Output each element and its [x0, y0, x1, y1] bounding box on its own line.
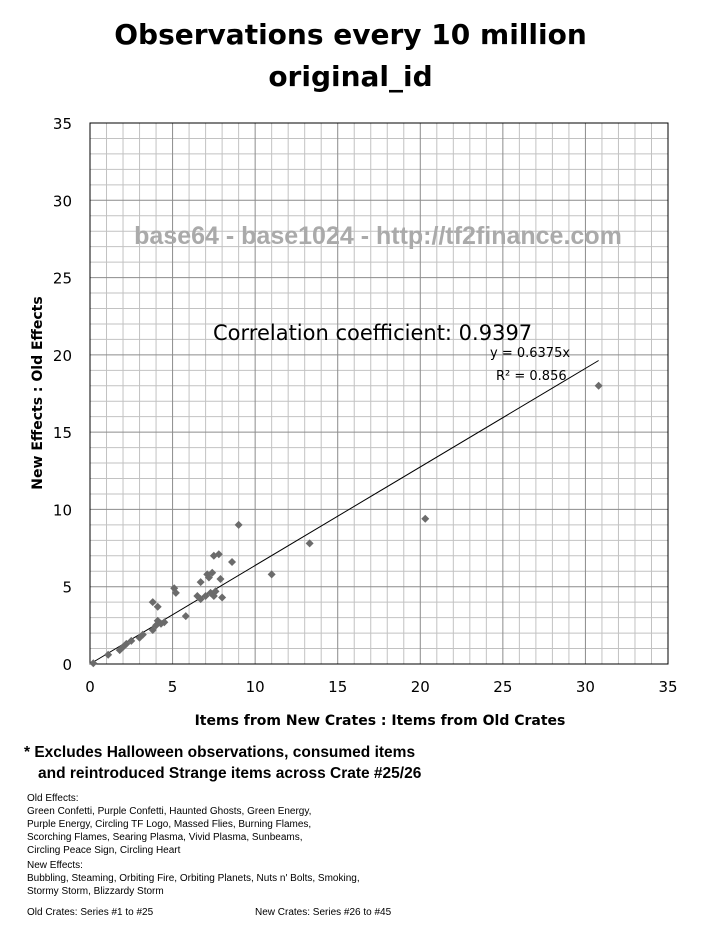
data-point	[208, 568, 217, 577]
data-point	[122, 639, 131, 648]
old-crates-note: Old Crates: Series #1 to #25	[27, 907, 154, 918]
data-point	[196, 578, 205, 587]
new-crates-note: New Crates: Series #26 to #45	[255, 907, 392, 918]
old-effects-line: Circling Peace Sign, Circling Heart	[27, 845, 181, 856]
footnote-line1: * Excludes Halloween observations, consu…	[24, 744, 416, 761]
data-point	[89, 659, 98, 668]
chart-title-line1: Observations every 10 million	[114, 18, 587, 51]
axis-tick-labels: 0 5 10 15 20 25 30 35 0 5 10 15 20 25 30 35	[53, 115, 678, 696]
data-point	[267, 570, 276, 579]
y-tick-label: 35	[53, 115, 72, 133]
data-point	[234, 520, 243, 529]
data-point	[201, 591, 210, 600]
new-effects-line: Stormy Storm, Blizzardy Storm	[27, 886, 164, 897]
y-tick-label: 0	[62, 656, 72, 674]
watermark: base64 - base1024 - http://tf2finance.co…	[134, 222, 622, 250]
new-effects-block: New Effects: Bubbling, Steaming, Orbitin…	[27, 859, 360, 898]
data-point	[216, 574, 225, 583]
y-axis-label: New Effects : Old Effects	[30, 296, 46, 489]
old-effects-title: Old Effects:	[27, 793, 79, 804]
data-point	[305, 539, 314, 548]
data-point	[594, 381, 603, 390]
data-point	[228, 557, 237, 566]
x-tick-label: 20	[411, 678, 430, 696]
x-tick-label: 5	[168, 678, 178, 696]
chart-title-line2: original_id	[268, 60, 433, 93]
correlation-label: Correlation coefficient: 0.9397	[213, 321, 532, 345]
footnote: * Excludes Halloween observations, consu…	[24, 742, 421, 784]
old-effects-line: Scorching Flames, Searing Plasma, Vivid …	[27, 832, 303, 843]
data-points	[89, 381, 603, 668]
old-effects-block: Old Effects: Green Confetti, Purple Conf…	[27, 792, 311, 857]
data-point	[171, 588, 180, 597]
x-axis-label: Items from New Crates : Items from Old C…	[195, 713, 566, 729]
trendline-r2: R² = 0.856	[496, 369, 567, 384]
x-tick-label: 10	[246, 678, 265, 696]
data-point	[148, 598, 157, 607]
y-tick-label: 10	[53, 501, 72, 519]
y-tick-label: 15	[53, 424, 72, 442]
data-point	[104, 650, 113, 659]
scatter-chart: 0 5 10 15 20 25 30 35 0 5 10 15 20 25 30 35 base64 - ba…	[30, 115, 678, 729]
y-tick-label: 20	[53, 347, 72, 365]
data-point	[138, 630, 147, 639]
x-tick-label: 0	[85, 678, 95, 696]
data-point	[181, 612, 190, 621]
x-tick-label: 25	[493, 678, 512, 696]
data-point	[153, 602, 162, 611]
y-tick-label: 5	[62, 579, 72, 597]
data-point	[421, 514, 430, 523]
data-point	[196, 595, 205, 604]
x-tick-label: 35	[658, 678, 677, 696]
footnote-line2: and reintroduced Strange items across Cr…	[38, 765, 422, 782]
plot-area-border	[89, 122, 669, 665]
new-effects-line: Bubbling, Steaming, Orbiting Fire, Orbit…	[27, 873, 360, 884]
trendline-equation: y = 0.6375x	[490, 346, 570, 361]
data-point	[214, 550, 223, 559]
minor-gridlines	[90, 123, 668, 664]
y-tick-label: 30	[53, 192, 72, 210]
major-gridlines	[89, 122, 669, 665]
y-tick-label: 25	[53, 270, 72, 288]
old-effects-line: Purple Energy, Circling TF Logo, Massed …	[27, 819, 312, 830]
x-tick-label: 15	[328, 678, 347, 696]
data-point	[211, 587, 220, 596]
data-point	[218, 593, 227, 602]
data-point	[160, 618, 169, 627]
data-point	[127, 636, 136, 645]
trendline	[89, 360, 599, 665]
old-effects-line: Green Confetti, Purple Confetti, Haunted…	[27, 806, 312, 817]
new-effects-title: New Effects:	[27, 860, 83, 871]
x-tick-label: 30	[576, 678, 595, 696]
